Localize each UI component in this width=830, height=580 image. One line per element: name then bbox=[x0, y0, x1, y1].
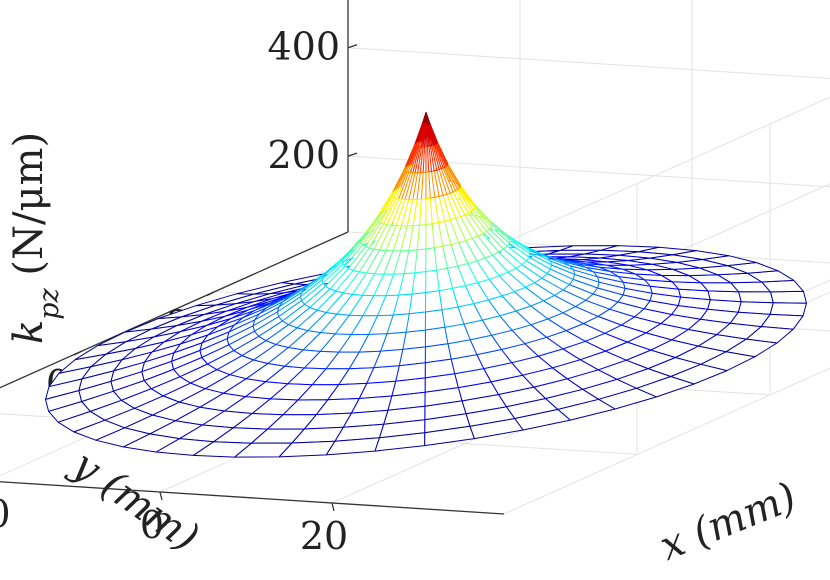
x-tick-label: -20 bbox=[0, 492, 11, 536]
y-tick bbox=[73, 350, 83, 356]
surface-facet bbox=[425, 290, 443, 313]
x-tick-label: 0 bbox=[140, 503, 164, 547]
grid-line bbox=[347, 155, 830, 188]
surface-facet bbox=[425, 247, 438, 273]
y-tick bbox=[206, 290, 216, 297]
x-tick bbox=[331, 502, 335, 512]
x-tick-label: 20 bbox=[300, 514, 348, 558]
z-tick bbox=[347, 152, 358, 157]
z-axis-label: kpz (N/μm) bbox=[6, 132, 65, 344]
surface-facet bbox=[425, 269, 440, 294]
z-tick bbox=[347, 44, 358, 49]
z-tick-label: 200 bbox=[267, 133, 340, 177]
surface-facet bbox=[769, 290, 807, 304]
x-tick bbox=[159, 491, 163, 501]
grid-line bbox=[503, 367, 830, 515]
y-axis-label: y (mm) bbox=[62, 441, 207, 562]
surface-facet bbox=[424, 309, 446, 331]
surface-facet bbox=[425, 223, 435, 250]
surface-facet bbox=[769, 302, 807, 317]
surface-facet bbox=[738, 291, 774, 304]
surface-facet bbox=[45, 390, 83, 412]
z-tick-label: 400 bbox=[267, 25, 340, 69]
grid-line bbox=[503, 96, 830, 244]
grid-line bbox=[348, 0, 830, 5]
surface-mesh bbox=[45, 112, 807, 458]
grid-line bbox=[347, 47, 830, 80]
x-axis-label: x (mm) bbox=[654, 474, 803, 570]
